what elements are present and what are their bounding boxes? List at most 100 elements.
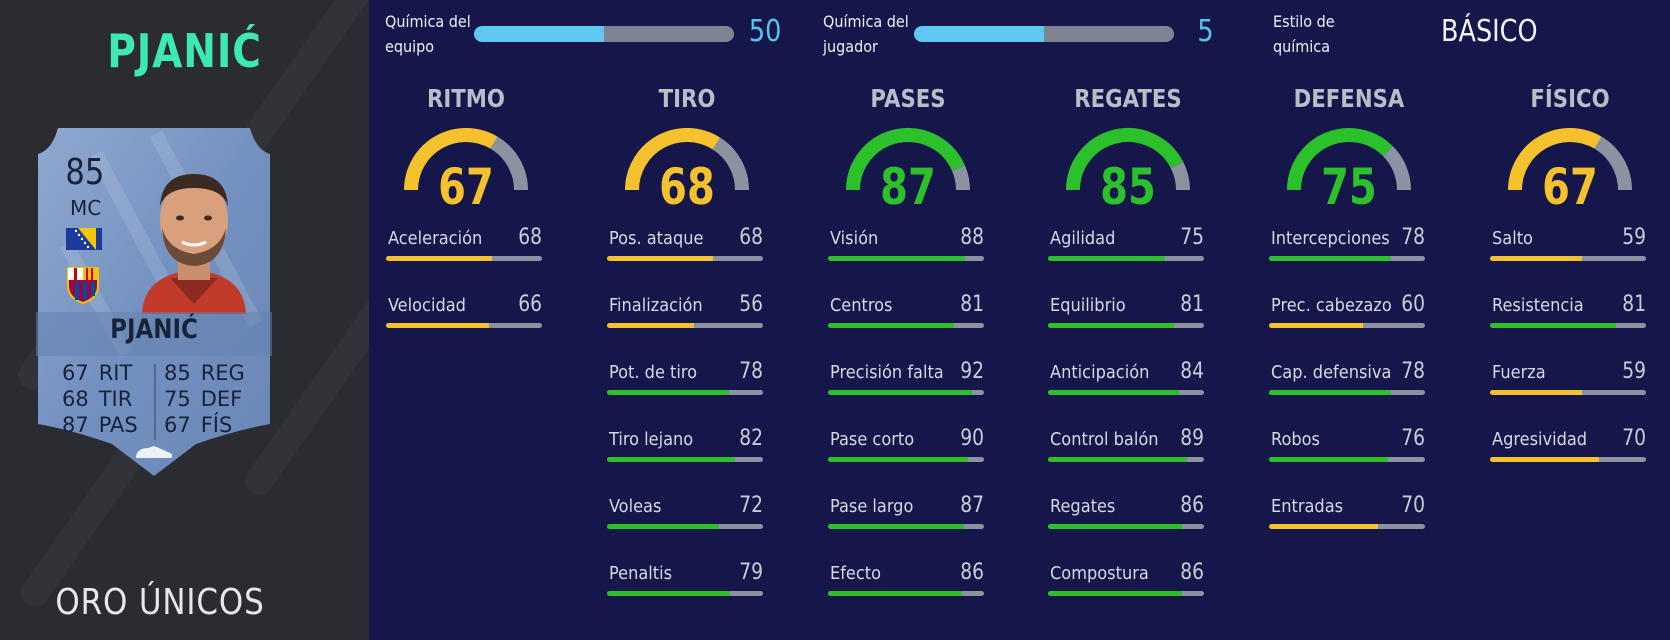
category-shooting: TIRO 68 Pos. ataque 68 Finalización 56 Pot. de… [607, 84, 767, 596]
attribute-row: Control balón 89 [1048, 426, 1208, 496]
attribute-bar [1048, 256, 1204, 261]
attribute-name: Anticipación [1050, 362, 1150, 383]
fc-barcelona-badge-icon [67, 267, 99, 304]
attribute-bar-fill [1490, 323, 1617, 328]
attribute-bar [607, 457, 763, 462]
category-title: TIRO [658, 84, 716, 113]
attribute-row: Agresividad 70 [1490, 426, 1650, 496]
attribute-row: Aceleración 68 [386, 225, 546, 295]
attribute-row: Precisión falta 92 [828, 359, 988, 429]
attribute-list: Salto 59 Resistencia 81 Fuerza 59 Agresividad 7… [1490, 225, 1650, 496]
attribute-value: 70 [1401, 493, 1425, 518]
attribute-bar-fill [1048, 591, 1183, 596]
attribute-bar-fill [1269, 256, 1391, 261]
attribute-name: Resistencia [1492, 295, 1584, 316]
attribute-row: Intercepciones 78 [1269, 225, 1429, 295]
attribute-bar-fill [386, 256, 493, 261]
attribute-value: 76 [1401, 426, 1425, 451]
attribute-bar-fill [607, 323, 695, 328]
attribute-name: Pase largo [830, 496, 914, 517]
attribute-bar-fill [828, 256, 966, 261]
attribute-name: Finalización [609, 295, 703, 316]
attribute-bar [1269, 524, 1425, 529]
attribute-bar [828, 591, 984, 596]
player-photo-icon [142, 174, 246, 314]
attribute-name: Aceleración [388, 228, 483, 249]
gauge-fill [404, 128, 498, 191]
attribute-name: Pos. ataque [609, 228, 704, 249]
attribute-name: Penaltis [609, 563, 673, 584]
chemistry-style-label: Estilo de química [1273, 12, 1335, 56]
card-stat-divider [154, 364, 156, 440]
chemistry-style-value[interactable]: BÁSICO [1441, 14, 1538, 49]
attribute-name: Velocidad [388, 295, 466, 316]
attribute-name: Control balón [1050, 429, 1159, 450]
team-chemistry-value: 50 [748, 14, 782, 49]
attribute-name: Centros [830, 295, 893, 316]
attribute-value: 75 [1180, 225, 1204, 250]
attribute-value: 88 [960, 225, 984, 250]
attribute-bar [607, 390, 763, 395]
attribute-bar-fill [1269, 457, 1388, 462]
card-player-name: PJANIĆ [110, 314, 198, 345]
gauge-track [712, 137, 749, 191]
gauge-arc [625, 128, 749, 191]
attribute-bar-fill [1048, 524, 1183, 529]
attribute-value: 81 [1622, 292, 1646, 317]
attribute-value: 56 [739, 292, 763, 317]
attribute-bar [1269, 323, 1425, 328]
attribute-value: 90 [960, 426, 984, 451]
card-rating: 85 [65, 152, 105, 193]
attribute-value: 60 [1401, 292, 1425, 317]
attribute-bar-fill [1490, 457, 1600, 462]
attribute-row: Entradas 70 [1269, 493, 1429, 563]
attribute-value: 59 [1622, 225, 1646, 250]
category-gauge: 68 [607, 120, 767, 220]
gauge-fill [846, 128, 965, 191]
gauge-arc [404, 128, 528, 191]
category-rating: 67 [1542, 158, 1598, 216]
attribute-bar [1269, 390, 1425, 395]
attribute-value: 78 [1401, 359, 1425, 384]
player-card[interactable]: 85 MC PJANIĆ [36, 124, 272, 482]
attribute-name: Entradas [1271, 496, 1344, 517]
attribute-name: Visión [830, 228, 879, 249]
category-title: FÍSICO [1530, 84, 1610, 113]
attribute-row: Robos 76 [1269, 426, 1429, 496]
attribute-bar-fill [828, 323, 955, 328]
attribute-value: 86 [1180, 560, 1204, 585]
category-title: PASES [870, 84, 946, 113]
attribute-name: Intercepciones [1271, 228, 1390, 249]
attribute-list: Intercepciones 78 Prec. cabezazo 60 Cap. def… [1269, 225, 1429, 563]
attribute-bar [1048, 524, 1204, 529]
attribute-name: Precisión falta [830, 362, 944, 383]
player-chemistry-value: 5 [1197, 14, 1214, 49]
attribute-row: Salto 59 [1490, 225, 1650, 295]
attribute-bar [828, 390, 984, 395]
player-chemistry-bar [914, 26, 1174, 42]
category-dribbling: REGATES 85 Agilidad 75 Equilibrio 81 Anticipac… [1048, 84, 1208, 596]
attribute-list: Aceleración 68 Velocidad 66 [386, 225, 546, 362]
card-stat-pace: 67 RIT [62, 361, 133, 385]
attribute-row: Visión 88 [828, 225, 988, 295]
attribute-value: 92 [960, 359, 984, 384]
attribute-row: Equilibrio 81 [1048, 292, 1208, 362]
attribute-value: 66 [518, 292, 542, 317]
attribute-value: 81 [960, 292, 984, 317]
attribute-bar-fill [1048, 323, 1175, 328]
team-chemistry-label: Química del equipo [385, 12, 471, 56]
gauge-arc [846, 128, 970, 191]
attribute-name: Cap. defensiva [1271, 362, 1392, 383]
attribute-value: 81 [1180, 292, 1204, 317]
attribute-bar [386, 323, 542, 328]
attribute-bar-fill [828, 524, 964, 529]
attribute-value: 59 [1622, 359, 1646, 384]
gauge-arc [1508, 128, 1632, 191]
attribute-row: Cap. defensiva 78 [1269, 359, 1429, 429]
card-type-label: ORO ÚNICOS [55, 582, 265, 623]
category-physical: FÍSICO 67 Salto 59 Resistencia 81 Fuerza 59 Agre… [1490, 84, 1650, 462]
attribute-bar [828, 457, 984, 462]
attribute-bar [828, 323, 984, 328]
attribute-bar [607, 591, 763, 596]
gauge-track [1594, 136, 1632, 191]
